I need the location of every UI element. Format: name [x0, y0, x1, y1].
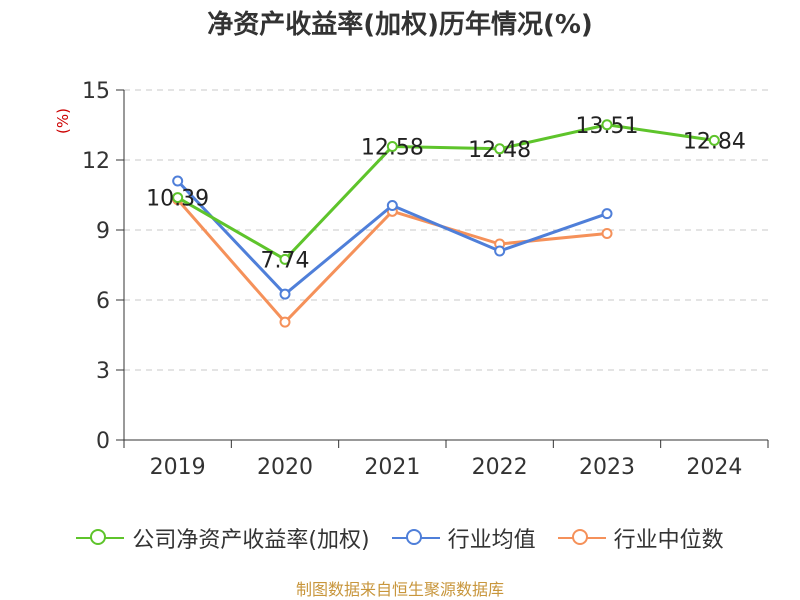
legend-item-industry-average[interactable]: 行业均值 — [391, 522, 536, 554]
legend-marker-industry-average — [391, 528, 440, 548]
data-label: 10.39 — [146, 187, 209, 212]
data-point — [172, 175, 184, 187]
x-tick-label: 2021 — [364, 455, 420, 480]
series-line — [176, 198, 608, 324]
x-tick-label: 2023 — [579, 455, 635, 480]
legend-marker-company — [76, 528, 125, 548]
data-point — [386, 140, 398, 152]
y-tick-label: 6 — [96, 289, 110, 314]
x-tick-label: 2024 — [686, 455, 742, 480]
legend-label-industry-median: 行业中位数 — [613, 528, 724, 553]
chart-legend: 公司净资产收益率(加权) 行业均值 行业中位数 — [0, 518, 800, 558]
y-tick-label: 3 — [96, 359, 110, 384]
data-point — [601, 119, 613, 131]
legend-marker-industry-median — [557, 528, 606, 548]
data-point — [708, 134, 720, 146]
x-tick-label: 2022 — [472, 455, 528, 480]
data-label: 12.48 — [468, 138, 531, 163]
data-point — [172, 192, 184, 204]
x-tick-label: 2019 — [150, 455, 206, 480]
data-point — [279, 288, 291, 300]
data-point — [601, 228, 613, 239]
legend-item-company[interactable]: 公司净资产收益率(加权) — [76, 522, 370, 554]
data-label: 7.74 — [261, 248, 310, 273]
data-point — [386, 200, 398, 211]
data-label: 13.51 — [576, 114, 639, 139]
data-source-note: 制图数据来自恒生聚源数据库 — [295, 580, 504, 599]
legend-label-industry-average: 行业均值 — [447, 528, 536, 553]
legend-label-company: 公司净资产收益率(加权) — [132, 528, 370, 553]
y-tick-label: 9 — [96, 219, 110, 244]
y-tick-label: 0 — [96, 429, 110, 454]
y-tick-label: 12 — [82, 149, 110, 174]
series-line — [176, 123, 715, 261]
legend-item-industry-median[interactable]: 行业中位数 — [557, 522, 724, 554]
data-point — [494, 143, 506, 155]
data-point — [279, 316, 291, 328]
data-point — [279, 253, 291, 265]
y-tick-label: 15 — [82, 79, 110, 104]
chart-title: 净资产收益率(加权)历年情况(%) — [207, 10, 593, 40]
data-label: 12.84 — [683, 129, 746, 154]
data-point — [494, 245, 506, 257]
x-tick-label: 2020 — [257, 455, 313, 480]
series-line — [176, 179, 608, 296]
data-point — [601, 208, 613, 220]
data-label: 12.58 — [361, 135, 424, 160]
